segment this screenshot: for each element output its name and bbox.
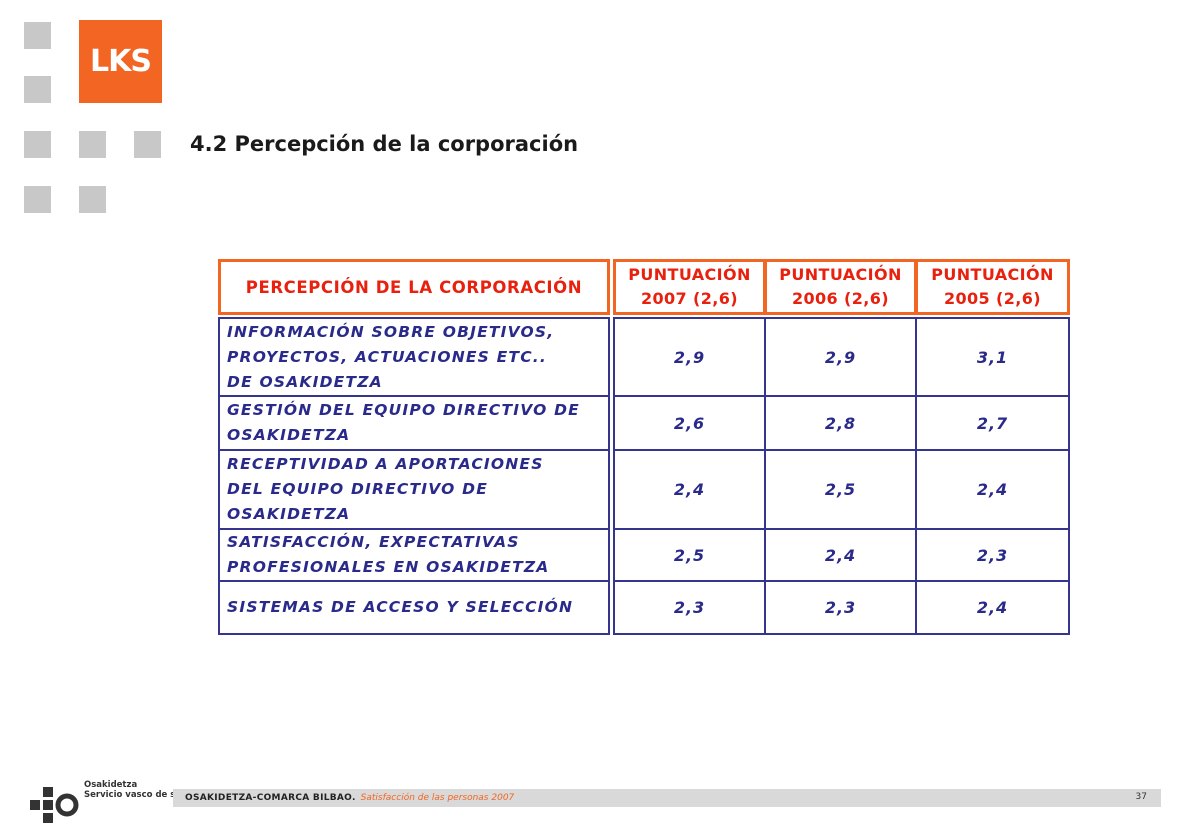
table-cell-value: 2,4 [764, 528, 917, 582]
row-label: SATISFACCIÓN, EXPECTATIVAS PROFESIONALES… [218, 528, 610, 582]
decor-square [134, 131, 161, 158]
footer-subtitle: Satisfacción de las personas 2007 [360, 793, 515, 803]
table-cell-value: 2,8 [764, 395, 917, 451]
osakidetza-logo-line2: Servicio vasco de salud [84, 790, 197, 800]
table-header-2006: PUNTUACIÓN 2006 (2,6) [764, 259, 917, 315]
table-cell-value: 2,3 [613, 580, 766, 635]
table-cell-value: 2,4 [915, 580, 1070, 635]
row-label: RECEPTIVIDAD A APORTACIONES DEL EQUIPO D… [218, 449, 610, 530]
decor-square [24, 76, 51, 103]
table-cell-value: 2,9 [613, 317, 766, 397]
lks-logo: LKS [79, 20, 162, 103]
osakidetza-cross-icon [30, 787, 79, 823]
table-header-label: PERCEPCIÓN DE LA CORPORACIÓN [218, 259, 610, 315]
lks-logo-text: LKS [90, 44, 152, 79]
row-label: INFORMACIÓN SOBRE OBJETIVOS, PROYECTOS, … [218, 317, 610, 397]
header-2006-line2: 2006 (2,6) [791, 289, 890, 308]
decor-square [24, 186, 51, 213]
row-label: SISTEMAS DE ACCESO Y SELECCIÓN [218, 580, 610, 635]
table-cell-value: 2,3 [764, 580, 917, 635]
decor-square [79, 186, 106, 213]
table-cell-value: 3,1 [915, 317, 1070, 397]
table-cell-value: 2,9 [764, 317, 917, 397]
table-header-2005: PUNTUACIÓN 2005 (2,6) [915, 259, 1070, 315]
decor-square [24, 22, 51, 49]
decor-square [24, 131, 51, 158]
footer-bar: OSAKIDETZA-COMARCA BILBAO. Satisfacción … [173, 789, 1161, 807]
table-cell-value: 2,7 [915, 395, 1070, 451]
row-label: GESTIÓN DEL EQUIPO DIRECTIVO DE OSAKIDET… [218, 395, 610, 451]
osakidetza-logo-text: Osakidetza Servicio vasco de salud [84, 780, 196, 800]
page-title: 4.2 Percepción de la corporación [190, 132, 579, 156]
page-number: 37 [1135, 792, 1147, 802]
footer-organization: OSAKIDETZA-COMARCA BILBAO. [185, 793, 356, 803]
header-2007-line2: 2007 (2,6) [640, 289, 739, 308]
table-cell-value: 2,4 [915, 449, 1070, 530]
table-header-label-text: PERCEPCIÓN DE LA CORPORACIÓN [245, 277, 583, 297]
table-cell-value: 2,4 [613, 449, 766, 530]
table-cell-value: 2,3 [915, 528, 1070, 582]
table-header-2007: PUNTUACIÓN 2007 (2,6) [613, 259, 766, 315]
table-cell-value: 2,5 [613, 528, 766, 582]
table-cell-value: 2,6 [613, 395, 766, 451]
header-2006-line1: PUNTUACIÓN [779, 265, 902, 284]
decor-square [79, 131, 106, 158]
header-2005-line2: 2005 (2,6) [943, 289, 1042, 308]
table-cell-value: 2,5 [764, 449, 917, 530]
osakidetza-logo-line1: Osakidetza [84, 780, 138, 790]
header-2007-line1: PUNTUACIÓN [628, 265, 751, 284]
header-2005-line1: PUNTUACIÓN [931, 265, 1054, 284]
